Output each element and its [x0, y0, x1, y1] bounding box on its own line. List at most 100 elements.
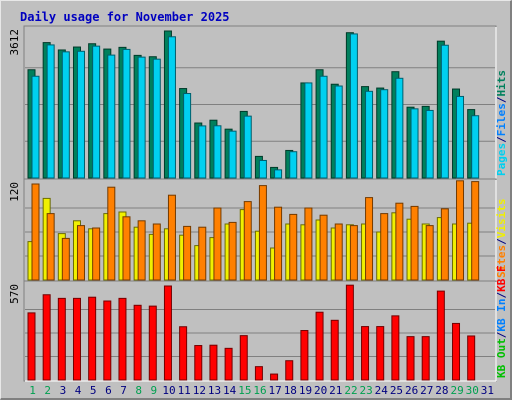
- bar-pages-day-24: [380, 89, 389, 179]
- bar-sites-day-8: [137, 220, 146, 281]
- bar-pages-day-26: [410, 108, 419, 179]
- bar-sites-day-20: [319, 214, 328, 281]
- x-tick-label-1: 1: [29, 384, 36, 397]
- bar-pages-day-13: [213, 125, 222, 179]
- x-tick-label-6: 6: [105, 384, 112, 397]
- x-tick-label-8: 8: [135, 384, 142, 397]
- panel-sites: 120: [8, 178, 497, 282]
- x-tick-label-28: 28: [435, 384, 448, 397]
- bar-kb-f-day-12: [194, 345, 203, 381]
- bar-kb-f-day-16: [254, 366, 263, 381]
- bar-kb-f-day-6: [103, 300, 112, 381]
- bar-sites-day-10: [167, 194, 176, 281]
- panel-kbytes-frame: [23, 280, 497, 382]
- x-tick-label-7: 7: [120, 384, 127, 397]
- bar-sites-day-15: [243, 201, 252, 281]
- bar-pages-day-28: [440, 44, 449, 179]
- x-tick-label-12: 12: [193, 384, 206, 397]
- panel-sites-legend: Sites/Visits: [495, 199, 508, 279]
- x-tick-label-15: 15: [238, 384, 251, 397]
- bar-kb-f-day-22: [345, 284, 354, 381]
- legend-item-separator: /: [495, 136, 508, 143]
- x-tick-label-24: 24: [375, 384, 389, 397]
- bar-kb-f-day-7: [118, 297, 127, 381]
- bar-sites-day-28: [440, 208, 449, 281]
- x-tick-label-9: 9: [151, 384, 158, 397]
- bar-pages-day-21: [334, 85, 343, 179]
- bar-kb-f-day-17: [270, 373, 279, 381]
- bar-sites-day-25: [395, 202, 404, 281]
- legend-item-sites: Sites: [495, 245, 508, 278]
- bar-pages-day-20: [319, 75, 328, 179]
- bar-pages-day-11: [183, 93, 192, 179]
- chart-title: Daily usage for November 2025: [20, 10, 230, 24]
- bar-kb-f-day-25: [391, 315, 400, 381]
- bar-sites-day-3: [61, 237, 70, 281]
- bar-sites-day-14: [228, 221, 237, 281]
- panel-hits: 3612: [8, 25, 497, 180]
- bar-sites-day-5: [92, 227, 101, 281]
- bar-kb-f-day-19: [300, 330, 309, 381]
- bar-sites-day-1: [31, 183, 40, 281]
- bar-kb-f-day-13: [209, 344, 218, 381]
- bar-pages-day-12: [198, 125, 207, 179]
- bar-kb-f-day-2: [42, 294, 51, 381]
- bar-pages-day-15: [243, 115, 252, 179]
- bar-kb-f-day-24: [376, 326, 385, 381]
- bar-pages-day-9: [152, 58, 161, 179]
- bar-pages-day-6: [107, 54, 116, 179]
- x-axis-labels: 1 2 3 4 5 6 7 8 9 10 11 12 13 14 15 16 17 18 19 20 21 22 23 24 2…: [29, 384, 494, 397]
- bar-pages-day-4: [76, 50, 85, 179]
- x-tick-label-2: 2: [44, 384, 51, 397]
- x-tick-label-19: 19: [299, 384, 312, 397]
- panel-hits-legend: Pages/Files/Hits: [495, 70, 508, 176]
- x-tick-label-18: 18: [284, 384, 297, 397]
- bar-pages-day-8: [137, 56, 146, 179]
- bar-sites-day-29: [456, 180, 465, 281]
- x-tick-label-21: 21: [329, 384, 342, 397]
- bar-pages-day-1: [31, 75, 40, 179]
- x-tick-label-10: 10: [162, 384, 175, 397]
- bar-kb-f-day-30: [467, 335, 476, 381]
- bar-pages-day-23: [365, 90, 374, 179]
- bar-pages-day-5: [92, 45, 101, 179]
- bar-pages-day-16: [258, 159, 267, 179]
- legend-item-separator: /: [495, 96, 508, 103]
- bar-pages-day-7: [122, 48, 131, 179]
- bar-sites-day-24: [380, 213, 389, 281]
- bar-kb-f-day-10: [163, 285, 172, 381]
- bar-kb-f-day-26: [406, 336, 415, 381]
- bar-sites-day-18: [289, 213, 298, 281]
- bar-pages-day-25: [395, 77, 404, 179]
- x-tick-label-14: 14: [223, 384, 237, 397]
- bar-pages-day-30: [471, 115, 480, 179]
- bar-sites-day-19: [304, 207, 313, 281]
- bar-sites-day-30: [471, 181, 480, 281]
- bar-sites-day-11: [183, 225, 192, 281]
- bar-sites-day-7: [122, 216, 131, 281]
- bar-pages-day-19: [304, 82, 313, 179]
- bar-sites-day-17: [274, 206, 283, 281]
- bar-kb-f-day-29: [452, 322, 461, 381]
- bar-kb-f-day-9: [148, 305, 157, 381]
- bar-pages-day-14: [228, 130, 237, 179]
- bar-pages-day-27: [425, 109, 434, 179]
- x-tick-label-3: 3: [60, 384, 67, 397]
- bar-sites-day-22: [349, 225, 358, 281]
- bar-sites-day-2: [46, 213, 55, 281]
- bar-sites-day-4: [76, 225, 85, 281]
- bar-sites-day-9: [152, 223, 161, 281]
- legend-item-visits: Visits: [495, 199, 508, 239]
- bar-kb-f-day-4: [72, 297, 81, 381]
- bar-pages-day-29: [456, 95, 465, 179]
- bar-pages-day-22: [349, 33, 358, 179]
- chart-panels: 3612 120 570: [8, 25, 497, 382]
- bar-sites-day-6: [107, 186, 116, 281]
- bar-kb-f-day-20: [315, 311, 324, 381]
- x-tick-label-29: 29: [450, 384, 463, 397]
- panel-sites-ymax-label: 120: [8, 182, 21, 202]
- bar-sites-day-21: [334, 223, 343, 281]
- bar-sites-day-27: [425, 225, 434, 281]
